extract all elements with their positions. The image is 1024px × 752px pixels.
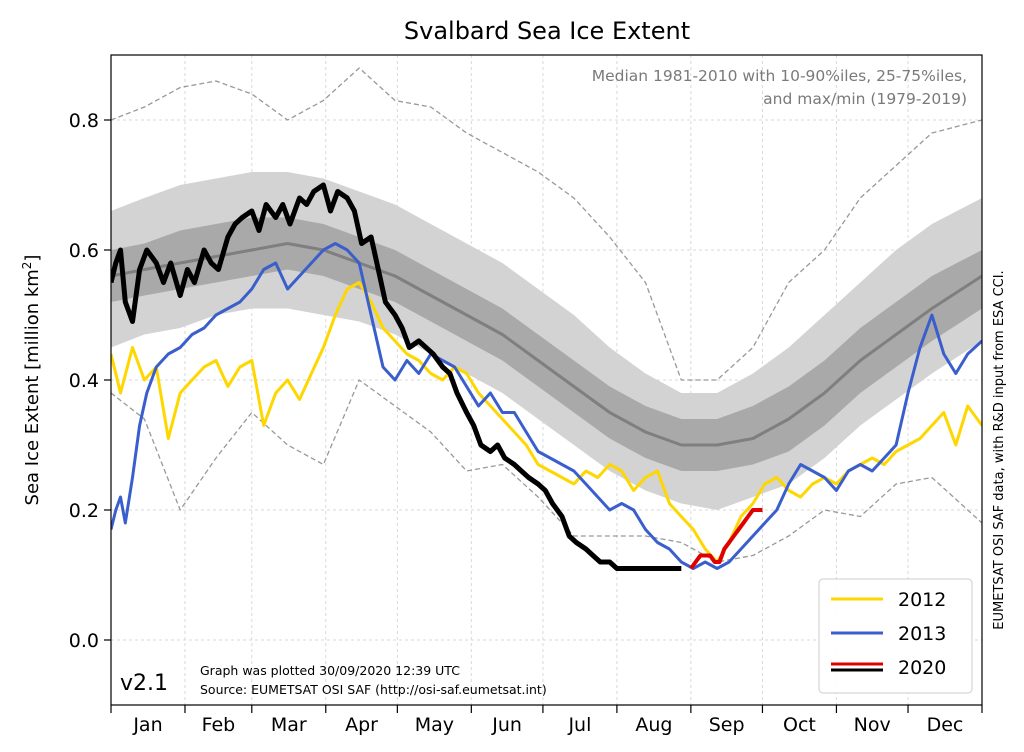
x-tick-label-jan: Jan [132, 714, 162, 736]
plot-timestamp-note: Graph was plotted 30/09/2020 12:39 UTC [200, 663, 460, 678]
series-2020 [111, 182, 682, 571]
legend: 2012 2013 2020 [818, 578, 973, 694]
series-2012 [111, 281, 982, 564]
x-tick-label-oct: Oct [783, 714, 816, 736]
y-axis-label: Sea Ice Extent [million km2] [20, 255, 43, 506]
legend-label-2020: 2020 [898, 657, 946, 679]
y-tick-label-3: 0.6 [69, 240, 99, 262]
x-tick-label-jun: Jun [491, 714, 522, 736]
x-tick-label-nov: Nov [854, 714, 891, 736]
climatology-bands [111, 67, 982, 563]
x-tick-label-may: May [415, 714, 454, 736]
y-tick-label-2: 0.4 [69, 370, 99, 392]
band-25-75-percentile [111, 217, 982, 471]
max-line [111, 67, 982, 381]
y-tick-label-0: 0.0 [69, 630, 99, 652]
data-series [111, 182, 982, 571]
side-credit: EUMETSAT OSI SAF data, with R&D input fr… [992, 270, 1007, 629]
x-tick-label-aug: Aug [635, 714, 672, 736]
legend-label-2012: 2012 [898, 589, 946, 611]
climatology-note-line2: and max/min (1979-2019) [763, 90, 967, 108]
series-2020-recent [689, 508, 763, 570]
min-line [111, 379, 982, 563]
x-tick-label-jul: Jul [567, 714, 591, 736]
x-tick-label-sep: Sep [709, 714, 745, 736]
median-line [111, 242, 982, 447]
x-tick-label-apr: Apr [345, 714, 378, 736]
plot-source-note: Source: EUMETSAT OSI SAF (http://osi-saf… [200, 682, 547, 697]
legend-label-2013: 2013 [898, 623, 946, 645]
x-tick-label-dec: Dec [927, 714, 964, 736]
axes: 0.0 0.2 0.4 0.6 0.8 Jan Feb Mar Apr May Jun Jul Aug S… [69, 110, 983, 736]
chart-title: Svalbard Sea Ice Extent [404, 17, 690, 45]
y-axis-label-close: ] [22, 255, 43, 262]
y-axis-label-main: Sea Ice Extent [million km [22, 269, 43, 505]
y-tick-label-1: 0.2 [69, 500, 99, 522]
y-tick-label-4: 0.8 [69, 110, 99, 132]
legend-box [818, 578, 973, 694]
climatology-note-line1: Median 1981-2010 with 10-90%iles, 25-75%… [592, 67, 967, 85]
x-tick-label-mar: Mar [271, 714, 307, 736]
x-tick-label-feb: Feb [202, 714, 236, 736]
series-2013 [111, 242, 982, 570]
y-axis-label-superscript: 2 [20, 262, 34, 270]
version-label: v2.1 [120, 671, 168, 696]
